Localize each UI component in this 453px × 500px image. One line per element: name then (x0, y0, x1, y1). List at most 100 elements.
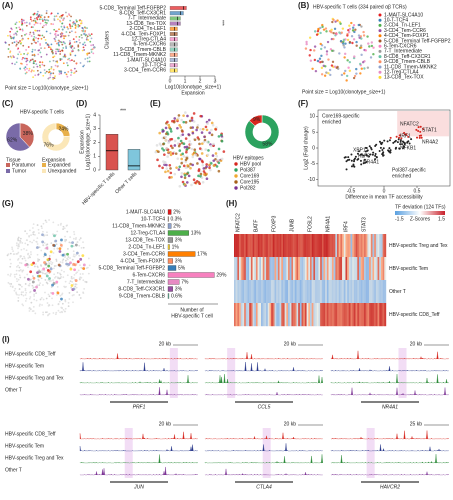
cell-dot (347, 66, 350, 69)
heat-cell (330, 303, 333, 327)
cell-dot (25, 21, 28, 24)
tf-dot (389, 149, 392, 152)
cell-dot (32, 306, 35, 308)
cell-dot (13, 41, 16, 44)
cell-dot (220, 139, 224, 143)
cell-dot (45, 53, 48, 56)
cell-dot (74, 285, 77, 288)
cell-dot (56, 48, 59, 51)
cell-dot (33, 62, 35, 65)
row-label: HBV-specific Treg and Tex (389, 243, 448, 249)
cell-dot (59, 243, 63, 247)
cell-dot (36, 65, 39, 68)
heat-cell (301, 280, 304, 304)
cell-dot (211, 123, 215, 127)
cell-dot (37, 34, 40, 37)
cell-dot (35, 285, 38, 289)
cell-dot (43, 36, 45, 39)
cell-dot (32, 276, 36, 280)
label: TF deviation (124 TFs) (395, 204, 446, 210)
cell-dot (64, 299, 67, 302)
tick-label: 1 (93, 154, 96, 160)
cell-dot (186, 164, 189, 167)
cell-dot (41, 233, 44, 237)
cluster-name: 8-CD8_Teff-CX3CR1 (119, 11, 166, 17)
cell-dot (168, 163, 172, 167)
cell-dot (74, 279, 78, 282)
heat-cell (303, 257, 306, 281)
cell-dot (45, 311, 47, 314)
bar-name: 13-CD8_Tex-TOX (125, 237, 165, 243)
cell-dot (60, 14, 63, 17)
cell-dot (62, 35, 65, 37)
cell-dot (177, 114, 181, 117)
legend-dot (234, 186, 238, 190)
panel-label: (I) (2, 335, 10, 344)
cell-dot (317, 27, 320, 31)
cell-dot (23, 67, 26, 70)
cell-dot (321, 60, 324, 63)
cell-dot (61, 43, 64, 46)
cell-dot (17, 236, 20, 239)
bar (167, 286, 173, 292)
cell-dot (65, 259, 67, 262)
cell-dot (327, 72, 330, 75)
cell-dot (59, 53, 62, 55)
cell-dot (79, 62, 82, 64)
tf-dot (402, 147, 405, 150)
cell-dot (19, 242, 21, 244)
cell-dot (321, 25, 324, 29)
cell-dot (82, 263, 86, 267)
heat-cell (337, 303, 339, 327)
cell-dot (320, 47, 323, 51)
cell-dot (163, 161, 166, 165)
cell-dot (71, 59, 73, 62)
heat-cell (360, 303, 363, 327)
value-label: 58% (262, 141, 273, 147)
cell-dot (190, 147, 194, 151)
cell-dot (162, 129, 165, 133)
cell-dot (336, 65, 339, 69)
coverage-track (79, 444, 198, 452)
cell-dot (346, 38, 350, 42)
cell-dot (38, 34, 41, 37)
cell-dot (60, 306, 63, 309)
cell-dot (156, 158, 159, 162)
cell-dot (53, 273, 56, 276)
cell-dot (348, 40, 352, 44)
heat-cell (249, 234, 252, 258)
label: *** (120, 108, 126, 114)
cell-dot (72, 287, 76, 291)
cell-dot (15, 61, 18, 64)
heat-cell (284, 280, 287, 304)
cell-dot (214, 128, 218, 131)
heat-cell (259, 257, 262, 281)
cell-dot (19, 28, 22, 31)
cell-dot (206, 153, 210, 157)
heat-cell (347, 257, 350, 281)
gene-label: XBP1 (353, 147, 366, 153)
legend-swatch (42, 169, 46, 173)
panel-label: (F) (298, 99, 309, 108)
cell-dot (62, 62, 65, 65)
cell-dot (166, 155, 169, 158)
bar (167, 244, 170, 250)
heat-cell (325, 280, 328, 304)
coverage-track (204, 374, 323, 384)
box (169, 16, 181, 21)
cell-dot (348, 60, 352, 64)
cell-dot (57, 12, 59, 15)
cell-dot (32, 19, 35, 22)
cell-dot (57, 34, 60, 37)
legend-dot (378, 70, 382, 74)
cell-dot (360, 53, 363, 57)
heat-cell (365, 234, 368, 258)
cell-dot (348, 69, 352, 72)
cell-dot (217, 135, 221, 138)
heat-cell (281, 303, 284, 327)
cell-dot (38, 258, 41, 261)
heat-cell (257, 280, 260, 304)
cell-dot (30, 301, 33, 304)
cell-dot (34, 263, 37, 265)
cell-dot (70, 46, 73, 49)
